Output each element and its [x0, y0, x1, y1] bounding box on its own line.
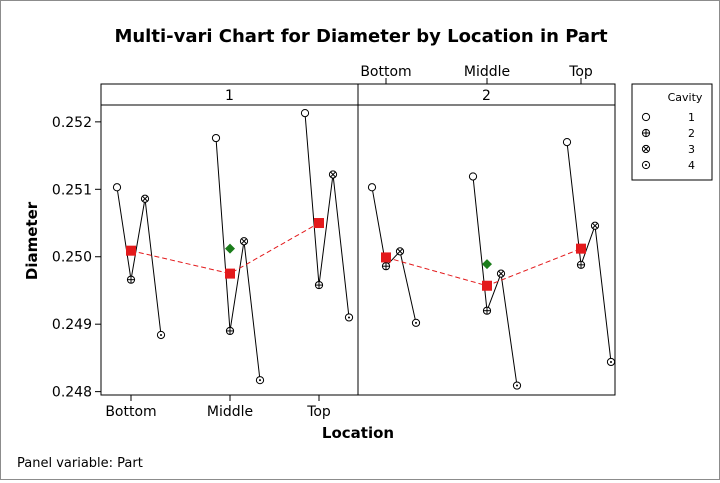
cavity-4-point — [606, 357, 616, 367]
legend-cavity-1-symbol — [641, 112, 651, 122]
legend-cavity-4-label: 4 — [688, 159, 695, 172]
cavity-line-top — [304, 113, 350, 318]
cavity-3-point — [395, 247, 405, 256]
cavity-1-point — [211, 133, 221, 143]
panel-mean-marker — [225, 243, 235, 254]
legend-cavity-2-symbol — [641, 128, 651, 138]
cavity-1-point — [468, 172, 478, 181]
cavity-4-point — [512, 381, 522, 390]
cavity-2-point — [314, 280, 324, 290]
panels: 1 2 0.248 0.249 0.250 0.251 0.252 Bottom Bottom M… — [52, 64, 616, 420]
x-tick-label-top: Middle — [464, 64, 510, 80]
legend-cavity-1-label: 1 — [688, 111, 695, 124]
cavity-line-top — [566, 142, 612, 363]
cavity-3-point — [239, 237, 249, 246]
location-mean-marker — [576, 243, 586, 254]
cavity-2-point — [482, 306, 492, 315]
cavity-line-bottom — [371, 187, 417, 323]
legend-cavity-2-label: 2 — [688, 127, 695, 140]
x-tick-label-top: Top — [568, 64, 593, 80]
cavity-1-point — [300, 108, 310, 118]
location-mean-marker — [381, 252, 391, 263]
cavity-2-point — [576, 260, 586, 269]
legend-cavity-3-symbol — [641, 144, 651, 154]
legend-cavity-3-label: 3 — [688, 143, 695, 156]
y-tick-label: 0.248 — [52, 385, 92, 401]
cavity-3-point — [328, 170, 338, 179]
cavity-4-point — [156, 330, 166, 340]
cavity-2-point — [381, 262, 391, 271]
location-mean-marker — [126, 245, 136, 256]
location-mean-marker — [482, 280, 492, 291]
location-mean-line — [130, 222, 320, 275]
x-tick-label-bottom: Bottom — [105, 404, 156, 420]
legend-title: Cavity — [668, 91, 703, 104]
panel-variable-label: Panel variable: Part — [17, 456, 143, 471]
x-axis-label: Location — [322, 424, 394, 442]
legend-cavity-4-symbol — [641, 160, 651, 170]
y-axis-label: Diameter — [23, 201, 41, 280]
cavity-4-point — [344, 313, 354, 322]
y-tick-label: 0.252 — [52, 115, 92, 131]
cavity-line-middle — [472, 176, 518, 386]
cavity-1-point — [367, 183, 377, 192]
cavity-4-point — [255, 376, 265, 385]
cavity-4-point — [411, 318, 421, 327]
panel-mean-marker — [482, 259, 492, 270]
y-tick-label: 0.249 — [52, 317, 92, 333]
x-tick-label-bottom: Top — [306, 404, 331, 420]
cavity-3-point — [496, 269, 506, 278]
cavity-3-point — [590, 221, 600, 230]
y-tick-label: 0.250 — [52, 250, 92, 266]
cavity-1-point — [562, 137, 572, 147]
location-mean-marker — [225, 268, 235, 279]
location-mean-marker — [314, 218, 324, 229]
cavity-2-point — [225, 326, 235, 336]
cavity-line-bottom — [116, 187, 162, 336]
chart-title: Multi-vari Chart for Diameter by Locatio… — [114, 26, 608, 47]
panel-2-strip-label: 2 — [482, 88, 491, 104]
cavity-3-point — [140, 194, 150, 203]
panel-1-strip-label: 1 — [225, 88, 234, 104]
cavity-1-point — [112, 183, 122, 192]
x-tick-label-top: Bottom — [360, 64, 411, 80]
cavity-line-middle — [215, 138, 261, 381]
y-tick-label: 0.251 — [52, 182, 92, 198]
legend: Cavity 1 2 3 4 — [631, 83, 713, 181]
cavity-2-point — [126, 275, 136, 284]
x-tick-label-bottom: Middle — [207, 404, 253, 420]
